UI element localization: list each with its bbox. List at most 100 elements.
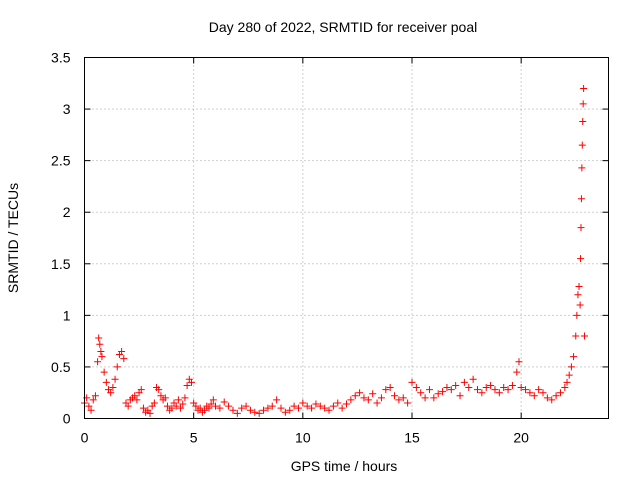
chart-title: Day 280 of 2022, SRMTID for receiver poa… [209,19,477,35]
data-point [343,400,350,408]
data-point [157,392,165,400]
data-point [316,402,324,410]
data-point [150,399,158,407]
data-point [522,386,530,394]
data-point [580,332,588,340]
data-point [260,406,268,414]
data-point [308,404,316,412]
data-point [264,404,272,412]
data-point [434,390,442,398]
data-point [577,255,585,263]
data-point [312,400,320,408]
data-point [364,396,372,404]
data-point [100,368,108,376]
data-point [425,386,433,394]
data-point [303,402,311,410]
data-point [552,392,560,400]
data-point [242,402,250,410]
data-point [321,404,329,412]
data-point [577,224,585,232]
data-point [556,389,564,397]
data-point [577,195,585,203]
data-point [491,386,499,394]
data-point [500,384,508,392]
data-point [286,406,294,414]
data-point [201,406,209,414]
data-point [109,384,117,392]
data-point [96,340,104,348]
data-point [174,396,182,404]
data-point [95,334,103,342]
data-point [460,378,468,386]
data-point [205,404,213,412]
data-point [482,384,490,392]
x-tick-label: 10 [295,430,311,446]
data-point [369,390,377,398]
data-point [220,398,228,406]
data-point [161,394,169,402]
data-point [334,399,342,407]
data-point [118,347,126,355]
data-point [465,384,473,392]
data-point [439,388,447,396]
y-tick-label: 0.5 [51,359,71,375]
data-point [575,282,583,290]
plot-frame [84,57,609,419]
data-point [572,332,580,340]
data-point [192,402,200,410]
data-point [469,375,477,383]
y-tick-label: 1.5 [51,256,71,272]
data-point [517,384,525,392]
data-point [567,363,575,371]
data-point [268,402,276,410]
data-point [163,402,171,410]
y-tick-label: 3 [63,101,71,117]
data-point [508,381,516,389]
data-point [168,404,176,412]
data-point [131,392,139,400]
data-point [91,392,99,400]
data-point [530,392,538,400]
data-point [561,384,569,392]
data-point [579,117,587,125]
x-tick-label: 5 [190,430,198,446]
data-point [120,355,128,363]
data-point [238,404,246,412]
data-point [373,399,381,407]
data-point [347,396,355,404]
data-point [133,396,141,404]
x-tick-label: 15 [404,430,420,446]
data-point [495,389,503,397]
data-point [535,386,543,394]
y-tick-label: 2.5 [51,153,71,169]
data-point [155,386,163,394]
data-point [216,404,224,412]
data-point [102,378,110,386]
data-point [570,353,578,361]
data-point [399,394,407,402]
tick-labels: 0 5 10 15 20 0 0.5 1 1.5 2 2.5 3 3.5 [51,50,529,446]
data-point [539,389,547,397]
data-point [576,301,584,309]
data-point [579,100,587,108]
data-point [85,402,93,410]
data-point [404,399,412,407]
data-point [124,402,132,410]
data-point [338,404,346,412]
data-point [574,291,582,299]
data-point [513,368,521,376]
data-point [578,141,586,149]
data-point [207,400,215,408]
data-point [526,389,534,397]
data-point [255,409,263,417]
data-point [487,381,495,389]
data-point [111,375,119,383]
data-point [177,404,185,412]
data-point [417,389,425,397]
data-point [395,396,403,404]
data-point [412,384,420,392]
data-point [179,400,187,408]
data-point [452,381,460,389]
data-point [209,396,217,404]
data-point [325,406,333,414]
